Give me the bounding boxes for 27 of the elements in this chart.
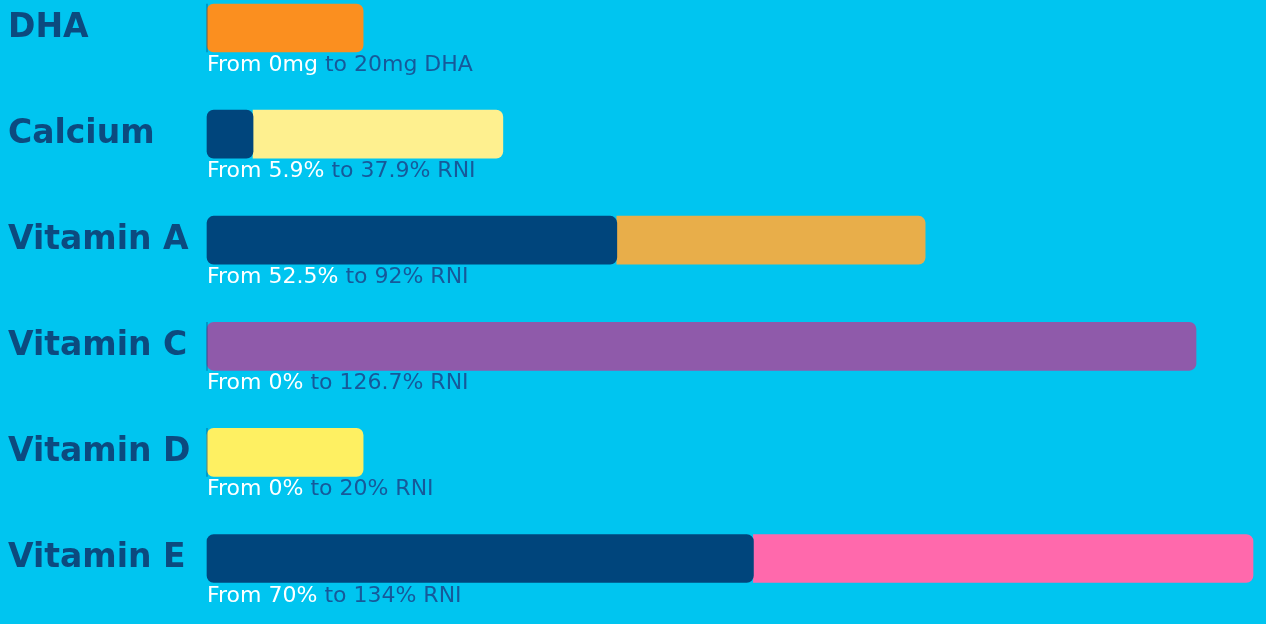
data-label: From 70% — [207, 581, 318, 607]
total-label: to 20% RNI — [310, 475, 434, 501]
data-label: From 0mg — [207, 51, 318, 76]
bar — [206, 321, 1197, 371]
data-label: From 52.5% — [207, 263, 339, 289]
bar — [206, 3, 364, 53]
y-tick-label: Vitamin A — [8, 217, 189, 257]
total-label: to 20mg DHA — [324, 51, 473, 76]
y-tick-label: Vitamin E — [8, 536, 186, 576]
bar — [252, 109, 504, 159]
bar — [616, 215, 926, 265]
y-tick-label: Vitamin C — [8, 323, 188, 363]
total-label: to 92% RNI — [345, 263, 469, 289]
data-label: From 5.9% — [207, 157, 325, 183]
y-tick-label: Calcium — [8, 111, 155, 151]
total-label: to 134% RNI — [324, 581, 462, 607]
data-label: From 0% — [207, 475, 304, 501]
bar — [206, 109, 254, 159]
bar — [206, 428, 364, 477]
bar — [753, 534, 1254, 583]
total-label: to 37.9% RNI — [331, 157, 476, 183]
bar — [206, 215, 618, 265]
data-label: From 0% — [207, 369, 304, 395]
y-tick-label: DHA — [8, 5, 90, 45]
y-tick-label: Vitamin D — [8, 429, 191, 469]
bar — [206, 534, 754, 583]
total-label: to 126.7% RNI — [310, 369, 469, 395]
